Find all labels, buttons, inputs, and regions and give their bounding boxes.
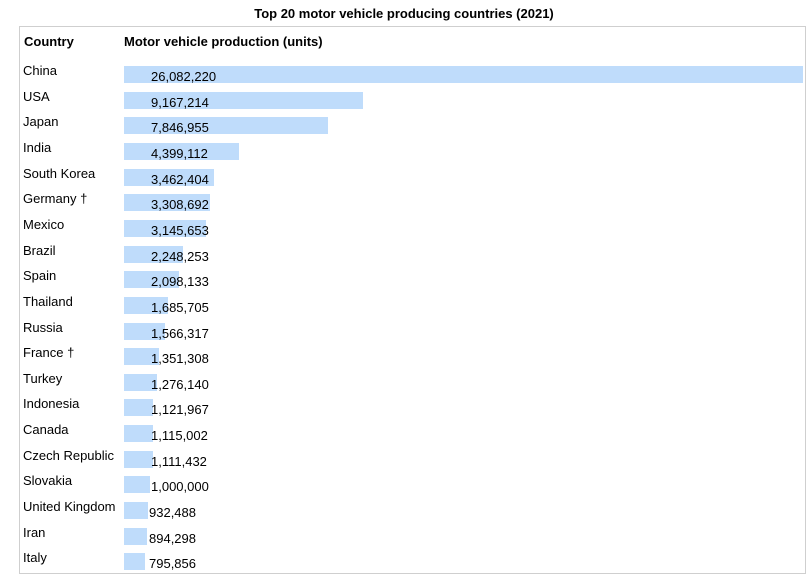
production-bar xyxy=(124,425,154,443)
country-label: Russia xyxy=(23,319,63,335)
production-bar xyxy=(124,527,148,545)
country-label: France † xyxy=(23,345,75,361)
table-row: Canada 1,115,002 xyxy=(20,420,805,445)
production-value: 1,115,002 xyxy=(151,428,208,444)
country-label: United Kingdom xyxy=(23,499,116,515)
country-label: Spain xyxy=(23,268,57,284)
country-label: Italy xyxy=(23,550,47,566)
table-row: Iran 894,298 xyxy=(20,523,805,548)
production-value: 2,098,133 xyxy=(151,274,209,290)
production-value: 894,298 xyxy=(149,530,196,546)
country-label: Iran xyxy=(23,524,46,540)
country-label: Brazil xyxy=(23,242,56,258)
production-table: Country Motor vehicle production (units)… xyxy=(19,26,806,574)
table-row: Spain 2,098,133 xyxy=(20,266,805,291)
chart-title: Top 20 motor vehicle producing countries… xyxy=(254,6,554,21)
production-value: 1,685,705 xyxy=(151,299,209,315)
table-row: Japan 7,846,955 xyxy=(20,112,805,137)
country-label: China xyxy=(23,63,57,78)
table-row: Czech Republic 1,111,432 xyxy=(20,446,805,471)
table-row: Turkey 1,276,140 xyxy=(20,369,805,394)
country-label: USA xyxy=(23,88,50,104)
production-value: 1,121,967 xyxy=(151,402,209,418)
production-value: 1,111,432 xyxy=(151,453,207,469)
table-row: South Korea 3,462,404 xyxy=(20,164,805,189)
table-row: USA 9,167,214 xyxy=(20,87,805,112)
production-value: 1,276,140 xyxy=(151,376,209,392)
country-label: Germany † xyxy=(23,191,88,207)
country-label: Thailand xyxy=(23,293,73,309)
production-bar xyxy=(124,502,149,520)
table-row: India 4,399,112 xyxy=(20,138,805,163)
production-value: 7,846,955 xyxy=(151,120,209,136)
production-value: 26,082,220 xyxy=(151,69,217,84)
production-value: 2,248,253 xyxy=(151,248,209,264)
table-row: China 26,082,220 xyxy=(20,61,805,86)
production-value: 1,566,317 xyxy=(151,325,209,341)
country-label: Mexico xyxy=(23,216,65,232)
production-bar xyxy=(124,399,154,417)
production-bar xyxy=(124,553,145,571)
country-label: Czech Republic xyxy=(23,447,115,463)
production-bar xyxy=(124,66,803,83)
production-bar xyxy=(124,219,206,237)
production-bar xyxy=(124,168,215,186)
country-label: Indonesia xyxy=(23,396,80,412)
production-value: 3,145,653 xyxy=(151,222,209,238)
country-label: India xyxy=(23,139,52,155)
country-label: Turkey xyxy=(23,370,63,386)
production-bar xyxy=(124,91,363,109)
production-value: 3,308,692 xyxy=(151,197,209,213)
country-label: Canada xyxy=(23,422,69,438)
table-row: United Kingdom 932,488 xyxy=(20,497,805,522)
production-bar xyxy=(124,142,239,160)
production-value: 4,399,112 xyxy=(151,145,208,161)
table-row: Russia 1,566,317 xyxy=(20,318,805,343)
table-row: Mexico 3,145,653 xyxy=(20,215,805,240)
production-value: 932,488 xyxy=(149,505,196,521)
production-bar xyxy=(124,476,151,494)
production-value: 1,000,000 xyxy=(151,479,209,495)
production-value: 1,351,308 xyxy=(151,351,209,367)
table-row: Italy 795,856 xyxy=(20,548,805,573)
header-production: Motor vehicle production (units) xyxy=(124,34,323,49)
production-bar xyxy=(124,194,211,212)
table-row: France † 1,351,308 xyxy=(20,343,805,368)
production-bar xyxy=(124,450,153,468)
header-country: Country xyxy=(24,34,74,49)
production-value: 9,167,214 xyxy=(151,94,209,110)
country-label: Slovakia xyxy=(23,473,73,489)
production-bar xyxy=(124,296,168,314)
table-row: Brazil 2,248,253 xyxy=(20,241,805,266)
table-row: Slovakia 1,000,000 xyxy=(20,471,805,496)
production-bar xyxy=(124,271,179,289)
table-row: Indonesia 1,121,967 xyxy=(20,394,805,419)
production-bar xyxy=(124,117,329,135)
country-label: South Korea xyxy=(23,165,96,181)
table-row: Thailand 1,685,705 xyxy=(20,292,805,317)
production-bar xyxy=(124,245,183,263)
production-bar xyxy=(124,322,165,340)
country-label: Japan xyxy=(23,114,59,130)
production-value: 795,856 xyxy=(149,556,196,572)
production-bar xyxy=(124,348,160,366)
production-bar xyxy=(124,373,158,391)
production-value: 3,462,404 xyxy=(151,171,209,187)
table-row: Germany † 3,308,692 xyxy=(20,189,805,214)
